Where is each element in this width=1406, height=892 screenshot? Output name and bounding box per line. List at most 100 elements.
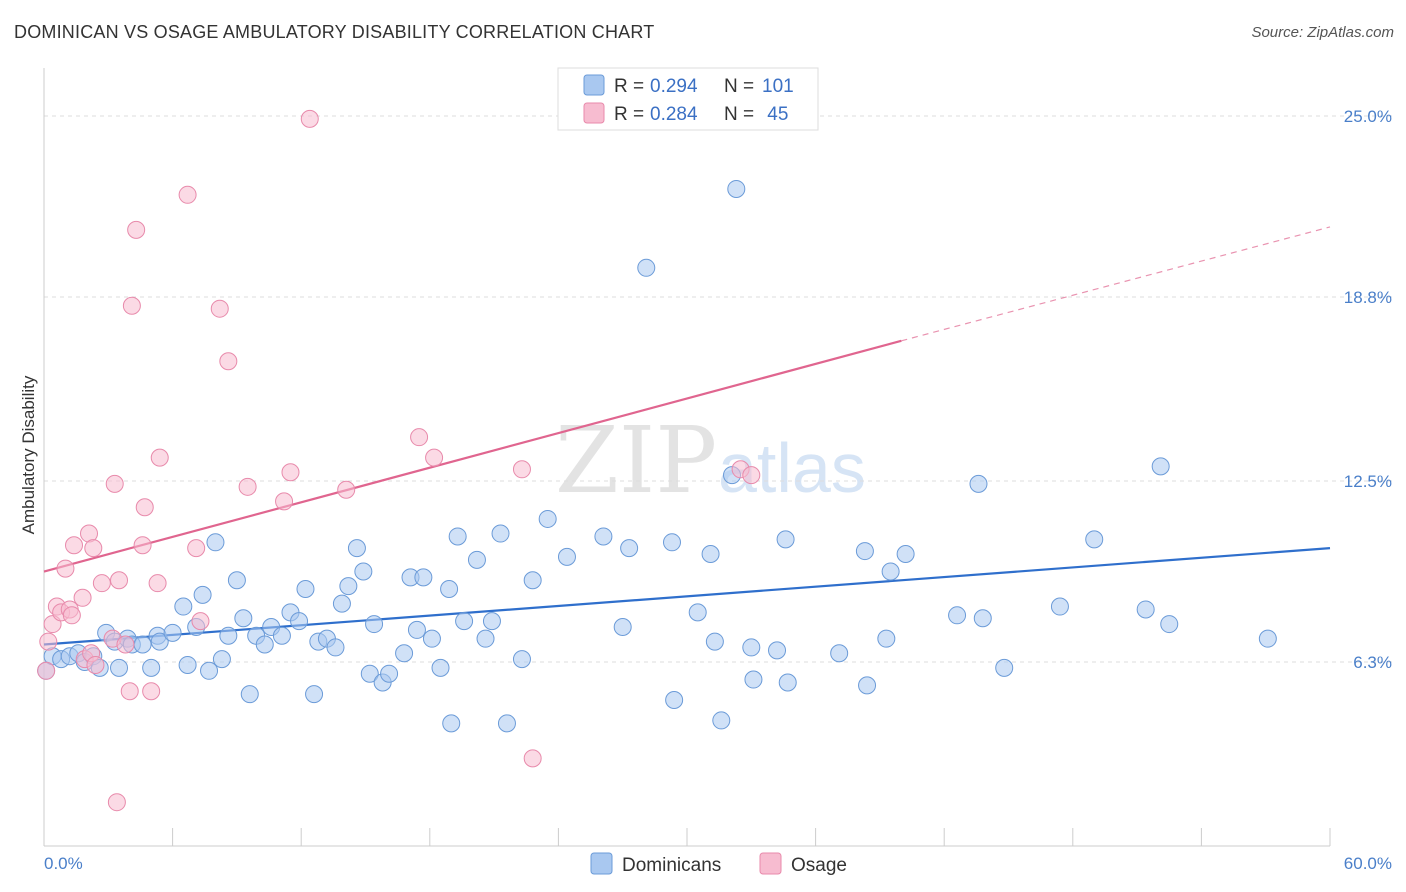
data-points: [37, 109, 1277, 812]
point-dominicans-10: [110, 658, 129, 677]
point-dominicans-70: [637, 258, 656, 277]
point-dominicans-73: [688, 603, 707, 622]
point-osage-20: [116, 635, 135, 654]
point-dominicans-66: [557, 547, 576, 566]
point-osage-21: [120, 682, 139, 701]
point-osage-38: [337, 480, 356, 499]
point-dominicans-89: [896, 544, 915, 563]
legend-r-label-1: R =: [614, 76, 644, 97]
point-dominicans-45: [365, 615, 384, 634]
point-dominicans-85: [855, 542, 874, 561]
point-dominicans-65: [538, 509, 557, 528]
point-dominicans-94: [1050, 597, 1069, 616]
chart-title: DOMINICAN VS OSAGE AMBULATORY DISABILITY…: [14, 22, 655, 42]
bottom-legend-label-dominicans: Dominicans: [622, 855, 721, 876]
y-tick-label-3: 25.0%: [1344, 107, 1392, 126]
point-osage-40: [425, 448, 444, 467]
point-dominicans-44: [360, 664, 379, 683]
point-osage-5: [56, 559, 75, 578]
point-dominicans-80: [744, 670, 763, 689]
point-osage-28: [150, 448, 169, 467]
legend-n-value-1: 101: [762, 76, 794, 97]
point-dominicans-74: [701, 544, 720, 563]
point-dominicans-17: [163, 623, 182, 642]
point-dominicans-50: [407, 620, 426, 639]
point-dominicans-96: [1136, 600, 1155, 619]
point-osage-36: [281, 463, 300, 482]
point-dominicans-22: [200, 661, 219, 680]
point-dominicans-19: [178, 655, 197, 674]
point-osage-18: [107, 793, 126, 812]
watermark: ZIP atlas: [555, 407, 866, 514]
point-dominicans-52: [422, 629, 441, 648]
axes: [43, 68, 1331, 847]
trend-line-osage-extension: [901, 226, 1331, 342]
trend-line-osage: [43, 339, 902, 573]
point-dominicans-99: [1258, 629, 1277, 648]
point-dominicans-62: [497, 714, 516, 733]
point-osage-22: [122, 296, 141, 315]
point-dominicans-56: [448, 527, 467, 546]
grid-lines: [44, 115, 1392, 663]
point-dominicans-35: [296, 580, 315, 599]
point-dominicans-67: [594, 527, 613, 546]
legend-r-value-2: 0.284: [650, 104, 698, 125]
x-tick-label-max: 60.0%: [1344, 854, 1392, 873]
point-osage-27: [148, 574, 167, 593]
point-dominicans-40: [332, 594, 351, 613]
y-tick-label-2: 18.8%: [1344, 288, 1392, 307]
point-dominicans-57: [455, 612, 474, 631]
point-osage-1: [39, 632, 58, 651]
point-dominicans-13: [133, 635, 152, 654]
point-osage-26: [142, 682, 161, 701]
point-dominicans-81: [768, 641, 787, 660]
point-dominicans-21: [193, 585, 212, 604]
point-osage-13: [84, 539, 103, 558]
legend-r-label-2: R =: [614, 104, 644, 125]
point-dominicans-63: [512, 650, 531, 669]
legend: R = 0.294 N = 101 R = 0.284 N = 45: [557, 67, 819, 131]
source-label: Source: ZipAtlas.com: [1251, 24, 1394, 41]
y-tick-labels: 6.3% 12.5% 18.8% 25.0%: [1344, 107, 1392, 672]
point-dominicans-30: [255, 635, 274, 654]
point-dominicans-72: [665, 690, 684, 709]
point-osage-7: [62, 606, 81, 625]
point-dominicans-79: [742, 638, 761, 657]
x-tick-label-min: 0.0%: [44, 854, 83, 873]
y-tick-label-1: 12.5%: [1344, 472, 1392, 491]
point-osage-29: [178, 185, 197, 204]
legend-n-label-2: N =: [724, 104, 754, 125]
point-osage-32: [210, 299, 229, 318]
bottom-legend-swatch-osage: [759, 852, 782, 875]
point-dominicans-42: [347, 539, 366, 558]
y-tick-label-0: 6.3%: [1353, 653, 1392, 672]
point-dominicans-51: [414, 568, 433, 587]
legend-swatch-dominicans: [583, 74, 605, 96]
point-dominicans-78: [727, 179, 746, 198]
point-dominicans-71: [662, 533, 681, 552]
point-dominicans-47: [380, 664, 399, 683]
point-dominicans-60: [482, 612, 501, 631]
point-osage-19: [110, 571, 129, 590]
point-dominicans-48: [395, 644, 414, 663]
point-dominicans-76: [712, 711, 731, 730]
legend-swatch-osage: [583, 102, 605, 124]
point-osage-39: [410, 428, 429, 447]
point-osage-8: [65, 536, 84, 555]
point-osage-25: [135, 498, 154, 517]
point-dominicans-41: [339, 577, 358, 596]
point-osage-17: [105, 474, 124, 493]
point-dominicans-14: [142, 658, 161, 677]
point-dominicans-82: [776, 530, 795, 549]
point-dominicans-75: [705, 632, 724, 651]
point-osage-33: [219, 352, 238, 371]
point-osage-23: [127, 220, 146, 239]
point-osage-24: [133, 536, 152, 555]
point-dominicans-39: [326, 638, 345, 657]
point-dominicans-88: [881, 562, 900, 581]
point-dominicans-27: [234, 609, 253, 628]
bottom-legend: Dominicans Osage: [590, 852, 847, 876]
point-dominicans-32: [272, 626, 291, 645]
point-dominicans-53: [431, 658, 450, 677]
